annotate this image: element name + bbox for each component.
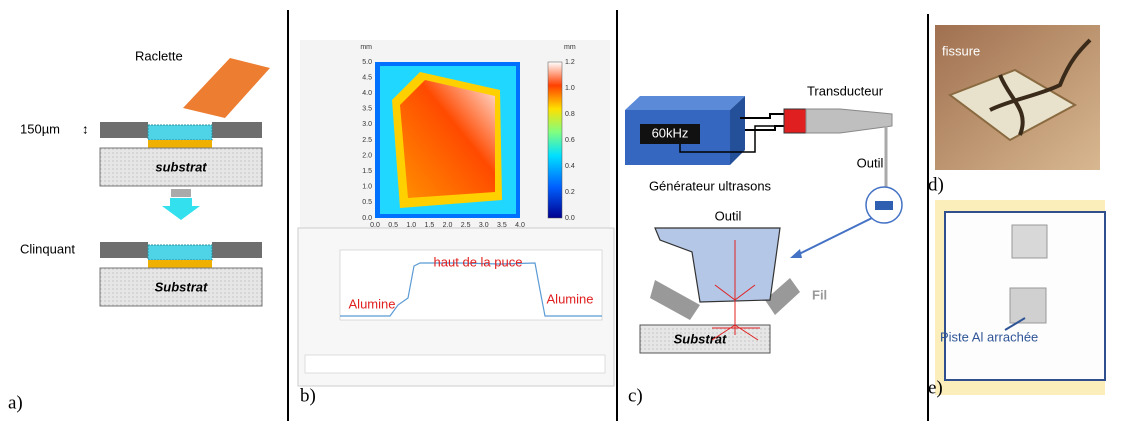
colorbar-tick-label: 1.2 (565, 59, 575, 66)
thickness-arrow: ↕ (82, 121, 89, 136)
axis-unit: mm (360, 44, 372, 51)
squeegee (183, 58, 270, 118)
separators (287, 10, 929, 421)
y-tick-label: 1.0 (362, 184, 372, 191)
y-tick-label: 3.0 (362, 121, 372, 128)
y-tick-label: 2.5 (362, 137, 372, 144)
x-tick-label: 0.0 (370, 222, 380, 229)
substrate-label: Substrat (674, 331, 727, 346)
y-tick-label: 4.5 (362, 74, 372, 81)
x-tick-label: 3.0 (479, 222, 489, 229)
wire-label: Fil (812, 287, 827, 302)
y-tick-label: 0.5 (362, 199, 372, 206)
stencil-label: Clinquant (20, 241, 75, 256)
colorbar-tick-label: 1.0 (565, 85, 575, 92)
colorbar-tick-label: 0.8 (565, 111, 575, 118)
tool-label: Outil (857, 155, 884, 170)
y-tick-label: 2.0 (362, 152, 372, 159)
panel-label: c) (628, 385, 643, 406)
display-text: 60kHz (652, 125, 689, 140)
colorbar-tick-label: 0.6 (565, 137, 575, 144)
colorbar-tick-label: 0.4 (565, 163, 575, 170)
tool (654, 227, 781, 303)
profile-label: Alumine (349, 296, 396, 311)
annotation: Piste Al arrachée (940, 329, 1038, 344)
panel-label: d) (928, 174, 944, 195)
x-tick-label: 2.0 (443, 222, 453, 229)
colorbar-tick-label: 0.2 (565, 189, 575, 196)
y-tick-label: 4.0 (362, 90, 372, 97)
transducer-label: Transducteur (807, 83, 884, 98)
substrate-label: substrat (155, 159, 207, 174)
thickness-label: 150µm (20, 121, 60, 136)
x-tick-label: 2.5 (461, 222, 471, 229)
panel-c: 60kHz Transducteur Générateur ultrasons … (625, 83, 903, 406)
colorbar-tick-label: 0.0 (565, 215, 575, 222)
panel-label: a) (8, 392, 23, 413)
x-tick-label: 3.5 (497, 222, 507, 229)
profile-line (340, 262, 602, 317)
colorbar (547, 61, 563, 219)
panel-b: mm mm haut de la puce Alumine Alumine b)… (297, 40, 615, 406)
x-tick-label: 0.5 (388, 222, 398, 229)
squeegee-label: Raclette (135, 48, 183, 63)
profile-label: haut de la puce (434, 254, 523, 269)
y-tick-label: 1.5 (362, 168, 372, 175)
panel-e: Piste Al arrachée e) (928, 200, 1106, 398)
y-tick-label: 0.0 (362, 215, 372, 222)
substrate-label: Substrat (155, 279, 208, 294)
panel-a: Raclette 150µm ↕ substrat Clinquant Subs… (8, 48, 270, 413)
annotation: fissure (942, 43, 980, 58)
y-tick-label: 5.0 (362, 59, 372, 66)
panel-d: fissure d) (928, 25, 1100, 195)
panel-label: b) (300, 385, 316, 406)
x-tick-label: 1.5 (425, 222, 435, 229)
panel-label: e) (928, 377, 943, 398)
tool-label: Outil (715, 208, 742, 223)
profile-label: Alumine (547, 291, 594, 306)
generator-label: Générateur ultrasons (649, 178, 772, 193)
x-tick-label: 1.0 (406, 222, 416, 229)
x-tick-label: 4.0 (515, 222, 525, 229)
y-tick-label: 3.5 (362, 106, 372, 113)
colorbar-unit: mm (564, 44, 576, 51)
